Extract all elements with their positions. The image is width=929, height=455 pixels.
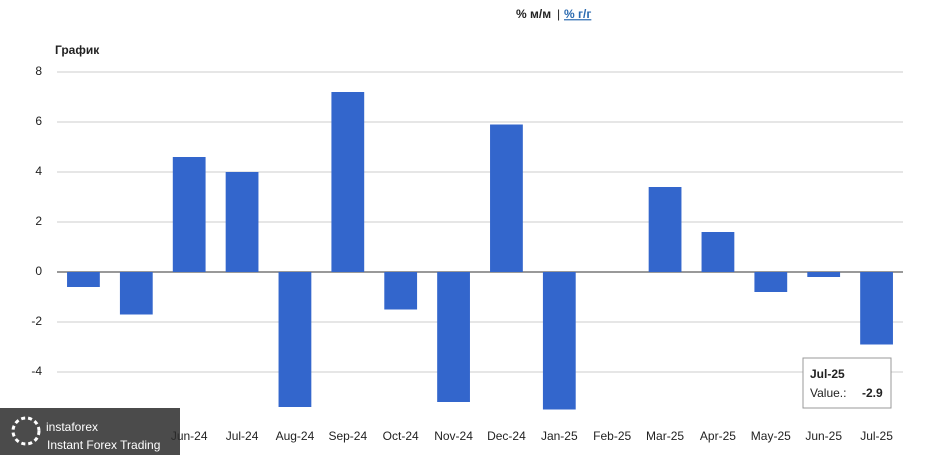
bar (860, 272, 893, 345)
y-tick-label: -2 (31, 314, 42, 328)
plot: -4 -2 0 2 4 6 8 Jun-24 Jul-24 Aug-24 Sep-24 Oct-24 N… (31, 64, 903, 443)
x-tick-label: May-25 (751, 429, 791, 443)
logo: instaforex Instant Forex Trading (0, 408, 180, 455)
x-tick-label: Oct-24 (383, 429, 419, 443)
x-tick-label: Jun-25 (805, 429, 842, 443)
x-tick-label: Sep-24 (328, 429, 367, 443)
x-tick-label: Nov-24 (434, 429, 473, 443)
tab-link[interactable]: % г/г (564, 7, 591, 21)
y-tick-label: 0 (35, 264, 42, 278)
bar (542, 272, 576, 410)
bar (278, 272, 312, 407)
y-tick-label: 6 (35, 114, 42, 128)
y-tick-label: 4 (35, 164, 42, 178)
x-tick-label: Dec-24 (487, 429, 526, 443)
tooltip-label: Value.: (810, 386, 846, 400)
x-tick-label: Apr-25 (700, 429, 736, 443)
logo-brand: instaforex (46, 420, 98, 434)
tooltip: Jul-25 Value.: -2.9 (802, 357, 892, 409)
y-tick-label: 2 (35, 214, 42, 228)
x-tick-label: Jan-25 (541, 429, 578, 443)
tab-active[interactable]: % м/м (516, 7, 551, 21)
separator: | (557, 7, 560, 21)
bar (754, 272, 788, 292)
chart-title: График (55, 43, 100, 57)
bar (172, 157, 206, 272)
tooltip-box (802, 357, 892, 409)
bar (437, 272, 470, 402)
y-tick-label: -4 (31, 364, 42, 378)
x-tick-label: Jul-24 (226, 429, 259, 443)
bar (807, 272, 841, 277)
x-tick-label: Jul-25 (860, 429, 893, 443)
bar (648, 187, 682, 272)
y-tick-label: 8 (35, 64, 42, 78)
bar (490, 124, 523, 272)
x-tick-label: Jun-24 (171, 429, 208, 443)
logo-icon (11, 416, 41, 446)
tooltip-title: Jul-25 (810, 367, 845, 381)
bar (331, 92, 365, 272)
x-tick-label: Aug-24 (276, 429, 315, 443)
logo-tagline: Instant Forex Trading (47, 438, 160, 452)
x-tick-label: Feb-25 (593, 429, 631, 443)
logo-bg (0, 408, 180, 455)
bar (67, 272, 100, 287)
bar (225, 172, 259, 272)
bar (701, 232, 735, 272)
bar (384, 272, 418, 310)
tooltip-value: -2.9 (862, 386, 883, 400)
bar (119, 272, 153, 315)
x-tick-label: Mar-25 (646, 429, 684, 443)
